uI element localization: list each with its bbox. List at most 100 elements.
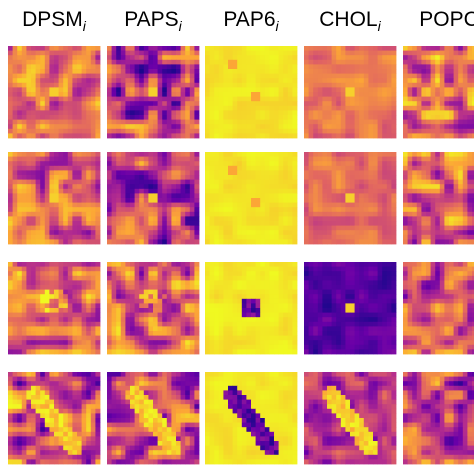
heatmap-tile	[403, 152, 474, 245]
heatmap-cell	[260, 207, 266, 213]
heatmap-cell	[125, 184, 131, 190]
heatmap-cell	[134, 198, 140, 203]
heatmap-cell	[373, 170, 378, 176]
heatmap-cell	[435, 96, 441, 102]
heatmap-cell	[130, 184, 135, 190]
heatmap-cell	[180, 221, 186, 226]
heatmap-cell	[157, 188, 163, 194]
heatmap-cell	[58, 294, 64, 300]
heatmap-cell	[472, 87, 474, 93]
heatmap-cell	[340, 161, 346, 167]
heatmap-cell	[40, 101, 46, 107]
heatmap-cell	[26, 105, 32, 111]
heatmap-cell	[363, 165, 369, 171]
heatmap-cell	[430, 78, 436, 84]
heatmap-cell	[8, 298, 13, 304]
heatmap-cell	[322, 184, 328, 190]
heatmap-cell	[382, 115, 388, 120]
heatmap-cell	[194, 46, 200, 51]
heatmap-cell	[444, 230, 450, 236]
heatmap-cell	[228, 221, 233, 226]
heatmap-cell	[458, 82, 464, 88]
heatmap-cell	[287, 207, 293, 213]
heatmap-cell	[292, 101, 298, 107]
heatmap-cell	[12, 271, 18, 277]
heatmap-cell	[472, 59, 474, 65]
heatmap-cell	[153, 225, 158, 231]
heatmap-cell	[194, 101, 200, 107]
heatmap-cell	[237, 133, 243, 139]
heatmap-cell	[331, 124, 337, 130]
heatmap-cell	[180, 198, 186, 203]
heatmap-cell	[260, 179, 266, 185]
heatmap-cell	[49, 308, 55, 313]
heatmap-cell	[287, 198, 293, 203]
heatmap-cell	[292, 271, 298, 277]
heatmap-cell	[444, 188, 450, 194]
heatmap-cell	[90, 152, 96, 157]
heatmap-cell	[377, 239, 383, 245]
heatmap-cell	[322, 64, 328, 70]
heatmap-cell	[458, 188, 464, 194]
heatmap-cell	[241, 152, 247, 157]
heatmap-cell	[26, 289, 32, 295]
heatmap-cell	[44, 78, 50, 84]
heatmap-cell	[143, 266, 149, 272]
heatmap-cell	[153, 165, 158, 171]
heatmap-cell	[336, 96, 342, 102]
heatmap-cell	[232, 225, 238, 231]
heatmap-cell	[111, 110, 117, 116]
heatmap-cell	[86, 175, 92, 180]
heatmap-cell	[17, 69, 23, 74]
heatmap-cell	[8, 59, 13, 65]
heatmap-cell	[116, 230, 122, 236]
heatmap-cell	[194, 303, 200, 309]
heatmap-cell	[439, 119, 445, 125]
heatmap-cell	[251, 221, 256, 226]
heatmap-cell	[278, 184, 284, 190]
heatmap-cell	[205, 175, 210, 180]
heatmap-cell	[21, 349, 27, 355]
column-header: CHOLi	[319, 8, 381, 34]
heatmap-cell	[246, 230, 252, 236]
heatmap-cell	[313, 128, 319, 134]
heatmap-cell	[21, 193, 27, 199]
heatmap-cell	[467, 101, 473, 107]
heatmap-cell	[278, 262, 284, 267]
heatmap-cell	[214, 119, 220, 125]
heatmap-cell	[444, 198, 450, 203]
heatmap-cell	[391, 156, 397, 162]
heatmap-cell	[31, 92, 36, 97]
heatmap-cell	[77, 179, 82, 185]
heatmap-cell	[134, 59, 140, 65]
heatmap-cell	[49, 101, 55, 107]
heatmap-cell	[31, 211, 36, 217]
heatmap-cell	[31, 128, 36, 134]
heatmap-cell	[251, 152, 256, 157]
heatmap-cell	[116, 275, 122, 281]
heatmap-cell	[54, 105, 59, 111]
heatmap-cell	[430, 188, 436, 194]
heatmap-cell	[327, 96, 332, 102]
heatmap-cell	[363, 82, 369, 88]
heatmap-cell	[153, 69, 158, 74]
heatmap-cell	[407, 198, 413, 203]
heatmap-cell	[185, 50, 191, 56]
heatmap-cell	[176, 73, 181, 79]
heatmap-cell	[228, 161, 233, 167]
heatmap-cell	[462, 55, 468, 61]
heatmap-cell	[264, 115, 270, 120]
heatmap-cell	[228, 179, 233, 185]
heatmap-cell	[17, 280, 23, 286]
heatmap-cell	[194, 156, 200, 162]
heatmap-cell	[322, 119, 328, 125]
heatmap-cell	[72, 289, 78, 295]
heatmap-cell	[54, 50, 59, 56]
heatmap-cell	[139, 275, 145, 281]
heatmap-cell	[453, 207, 459, 213]
heatmap-cell	[223, 124, 229, 130]
heatmap-cell	[340, 128, 346, 134]
heatmap-cell	[171, 193, 177, 199]
heatmap-cell	[246, 105, 252, 111]
heatmap-cell	[77, 110, 82, 116]
